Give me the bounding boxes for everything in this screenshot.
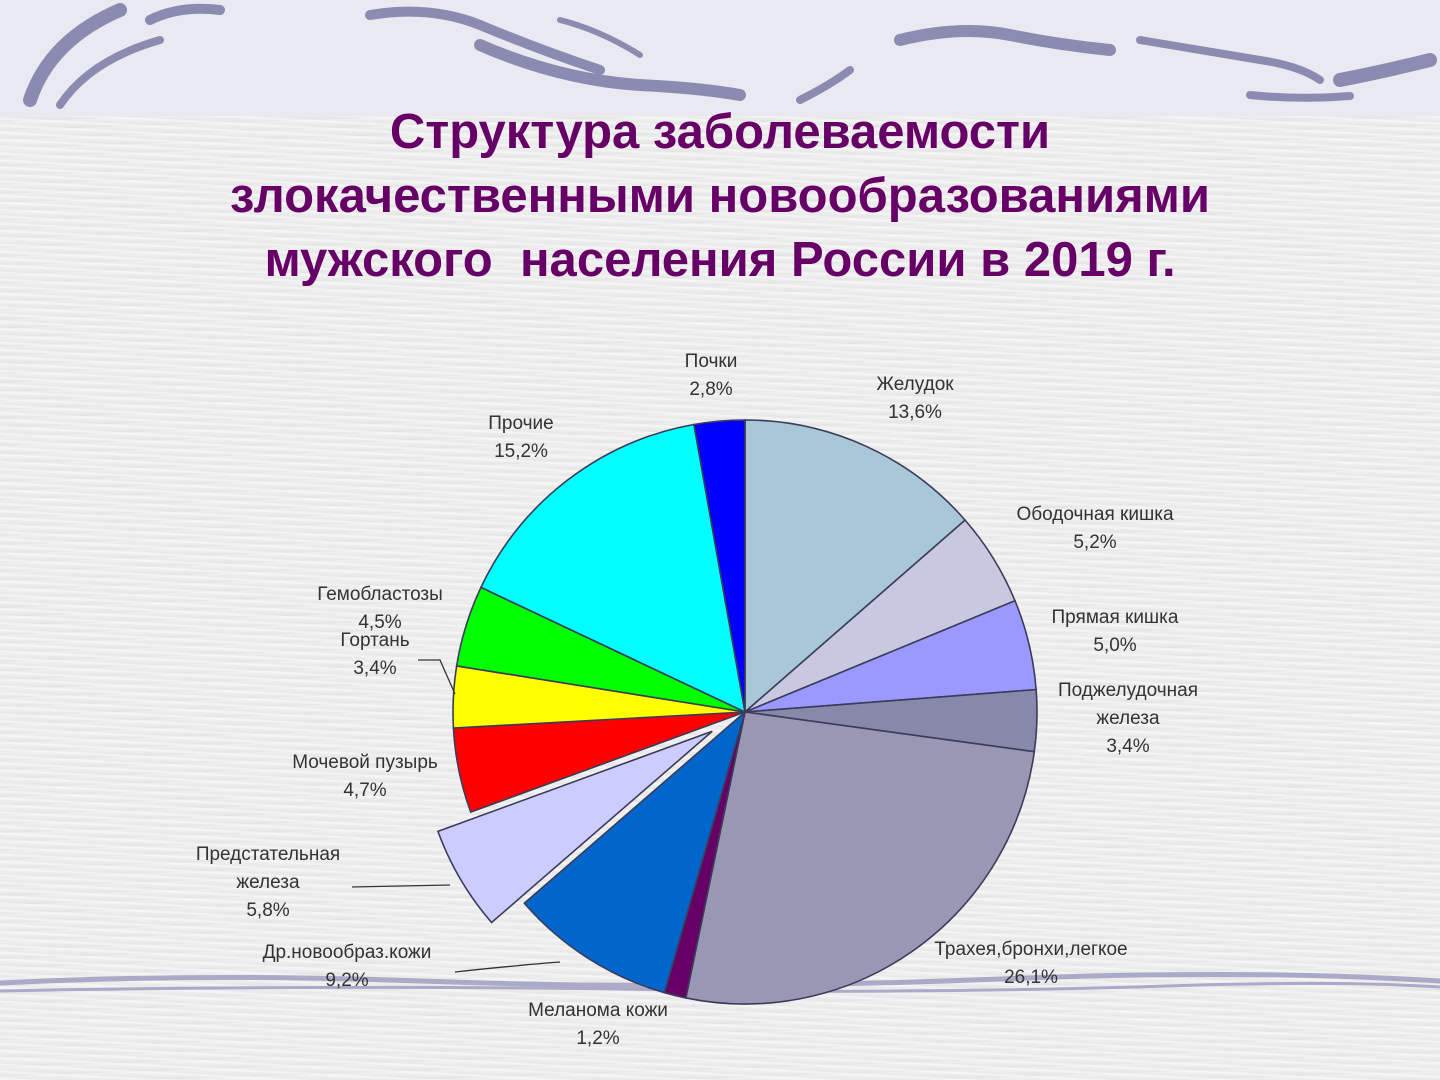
slice-label-10: Гортань 3,4%	[340, 630, 409, 679]
slice-label-line: 3,4%	[1106, 736, 1149, 757]
chart-title: Структура заболеваемости злокачественным…	[0, 100, 1440, 292]
slice-label-line: Др.новообраз.кожи	[263, 942, 432, 963]
leader-line-7	[454, 961, 561, 973]
leader-line-8	[351, 884, 451, 888]
slice-label-1: Желудок 13,6%	[876, 374, 954, 423]
slice-label-3: Прямая кишка 5,0%	[1052, 607, 1179, 656]
slice-label-line: Почки	[685, 351, 738, 372]
slice-label-line: 1,2%	[576, 1028, 619, 1049]
slice-label-line: Мочевой пузырь	[292, 752, 438, 773]
slice-label-line: 4,5%	[358, 612, 401, 633]
pie-slice-1	[744, 419, 967, 714]
pie-slice-8	[436, 730, 713, 924]
slice-label-line: Поджелудочная	[1058, 680, 1198, 701]
slice-label-4: Поджелудочная железа 3,4%	[1058, 680, 1198, 757]
slice-label-line: железа	[1096, 708, 1160, 729]
slice-label-line: Желудок	[876, 374, 954, 395]
pie-slice-5	[684, 711, 1036, 1005]
slice-label-line: Предстательная	[196, 844, 340, 865]
slice-label-line: Прямая кишка	[1052, 607, 1179, 628]
slice-label-9: Мочевой пузырь 4,7%	[292, 752, 438, 801]
slice-label-6: Меланома кожи 1,2%	[528, 1000, 668, 1049]
slice-label-8: Предстательная железа 5,8%	[196, 844, 340, 921]
slice-label-7: Др.новообраз.кожи 9,2%	[263, 942, 432, 991]
slice-label-line: 26,1%	[1004, 967, 1058, 988]
decorative-banner	[0, 0, 1440, 116]
slice-label-line: Гемобластозы	[317, 584, 443, 605]
slice-label-line: 5,2%	[1073, 532, 1116, 553]
title-line-1: Структура заболеваемости	[389, 105, 1051, 159]
slice-label-line: 15,2%	[494, 441, 548, 462]
slice-label-line: 5,8%	[246, 900, 289, 921]
leader-line-10	[418, 659, 456, 695]
pie-slice-7	[523, 709, 747, 994]
slice-label-line: 9,2%	[325, 970, 368, 991]
slice-label-13: Почки 2,8%	[685, 351, 738, 400]
pie-slice-12	[479, 423, 747, 714]
slice-label-line: 4,7%	[343, 780, 386, 801]
slice-label-line: железа	[236, 872, 300, 893]
slice-label-line: 13,6%	[888, 402, 942, 423]
slice-label-line: 3,4%	[353, 658, 396, 679]
slice-label-line: Меланома кожи	[528, 1000, 668, 1021]
slice-label-line: 5,0%	[1093, 635, 1136, 656]
slice-label-line: Ободочная кишка	[1016, 504, 1173, 525]
title-line-3: мужского населения России в 2019 г.	[264, 233, 1176, 287]
slice-label-5: Трахея,бронхи,легкое 26,1%	[934, 939, 1127, 988]
slice-label-line: Гортань	[340, 630, 409, 651]
slice-label-2: Ободочная кишка 5,2%	[1016, 504, 1173, 553]
slice-label-11: Гемобластозы 4,5%	[317, 584, 443, 633]
slice-label-line: Трахея,бронхи,легкое	[934, 939, 1127, 960]
slice-label-line: Прочие	[488, 413, 553, 434]
slice-label-line: 2,8%	[689, 379, 732, 400]
slice-label-12: Прочие 15,2%	[488, 413, 553, 462]
pie-slice-13	[693, 419, 746, 713]
title-line-2: злокачественными новообразованиями	[229, 169, 1211, 223]
